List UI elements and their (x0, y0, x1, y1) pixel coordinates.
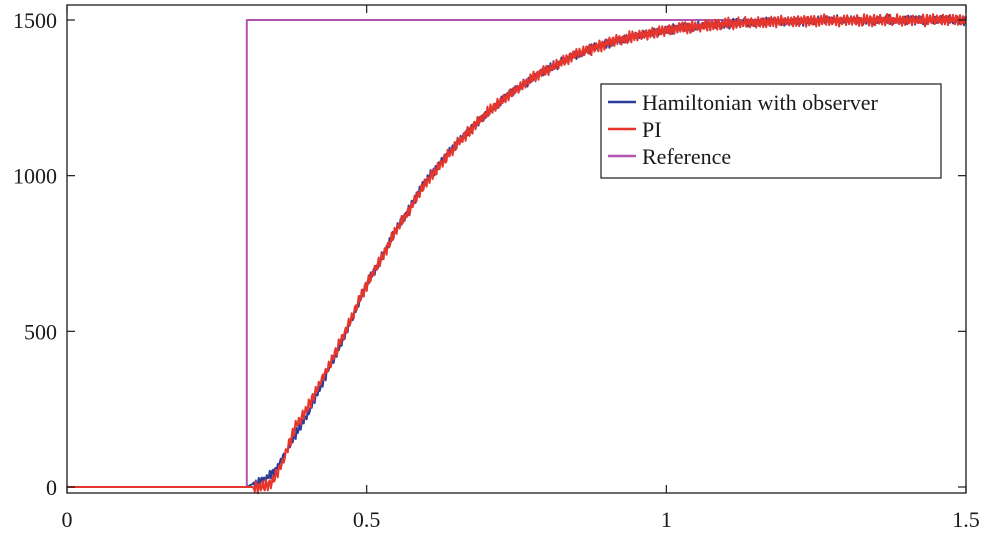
legend: Hamiltonian with observer PI Reference (600, 83, 942, 179)
legend-label-pi: PI (642, 117, 662, 142)
y-tick-label: 0 (46, 475, 57, 500)
legend-box (600, 83, 942, 179)
plot-frame (66, 4, 967, 494)
legend-label-hamiltonian: Hamiltonian with observer (642, 90, 879, 115)
x-tick-label: 0.5 (353, 507, 381, 532)
x-tick-label: 1.5 (952, 507, 980, 532)
series-line-pi (67, 13, 967, 495)
y-tick-label: 500 (24, 319, 57, 344)
plot-background (67, 5, 966, 493)
legend-label-reference: Reference (642, 144, 731, 169)
tick-layer: 0 0.5 1 1.5 0 500 1000 1500 (13, 5, 980, 532)
series-layer (67, 13, 967, 495)
y-tick-label: 1500 (13, 8, 57, 33)
y-tick-label: 1000 (13, 164, 57, 189)
x-tick-label: 0 (62, 507, 73, 532)
x-tick-label: 1 (661, 507, 672, 532)
